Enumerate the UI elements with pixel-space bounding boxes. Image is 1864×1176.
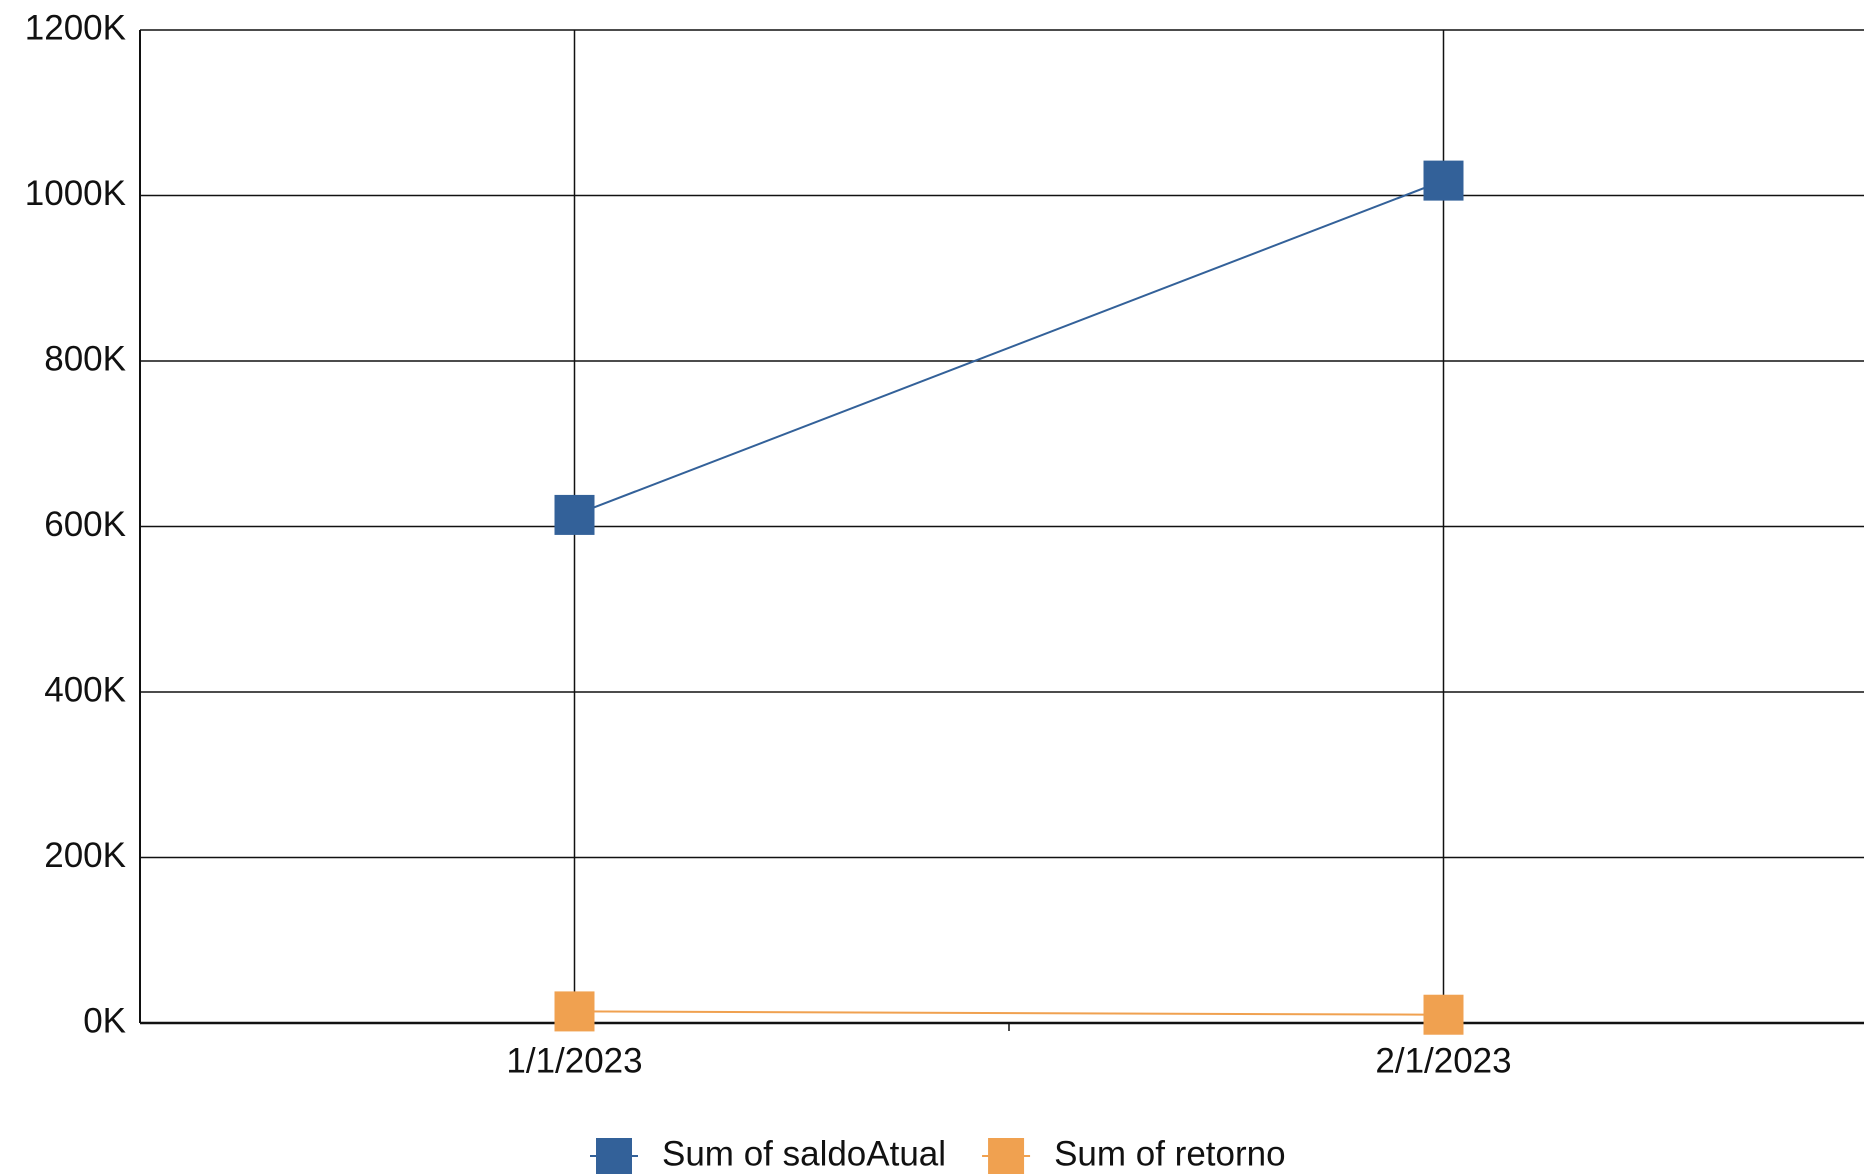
legend-swatch [596, 1138, 632, 1174]
y-tick-label: 400K [44, 670, 126, 709]
y-tick-label: 600K [44, 505, 126, 544]
legend: Sum of saldoAtual Sum of retorno [590, 1134, 1286, 1174]
series-line [574, 179, 1444, 516]
x-tick-label: 2/1/2023 [1375, 1041, 1511, 1080]
point-marker [1423, 994, 1464, 1035]
y-tick-label: 1000K [25, 174, 126, 213]
y-tick-label: 200K [44, 836, 126, 875]
y-tick-label: 1200K [25, 8, 126, 47]
point-marker [554, 494, 595, 535]
y-tick-label: 800K [44, 339, 126, 378]
y-tick-label: 0K [83, 1001, 126, 1040]
point-marker [1423, 160, 1464, 201]
legend-swatch [988, 1138, 1025, 1174]
legend-label: Sum of saldoAtual [662, 1134, 946, 1173]
point-marker [554, 991, 595, 1032]
x-tick-label: 1/1/2023 [506, 1041, 642, 1080]
legend-label: Sum of retorno [1054, 1134, 1286, 1173]
series-line [574, 1010, 1444, 1016]
